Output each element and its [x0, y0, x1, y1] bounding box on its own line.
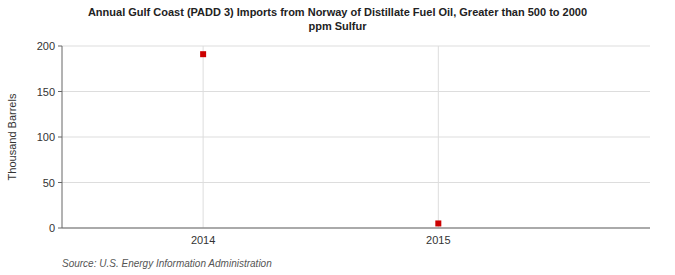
- x-grid-line: [438, 46, 439, 228]
- y-tick: [58, 137, 62, 138]
- y-tick-label: 0: [49, 222, 55, 234]
- y-tick: [58, 228, 62, 229]
- chart-container: Annual Gulf Coast (PADD 3) Imports from …: [0, 0, 675, 275]
- chart: Annual Gulf Coast (PADD 3) Imports from …: [0, 0, 675, 275]
- title-line: ppm Sulfur: [308, 20, 367, 32]
- x-tick-label: 2015: [426, 234, 450, 246]
- source-note: Source: U.S. Energy Information Administ…: [62, 258, 272, 269]
- points: [200, 51, 441, 226]
- y-tick-label: 50: [43, 177, 55, 189]
- point: [435, 220, 441, 226]
- y-grid-line: [62, 46, 650, 47]
- title: Annual Gulf Coast (PADD 3) Imports from …: [88, 6, 587, 32]
- y-tick-label: 150: [37, 86, 55, 98]
- y-grid-line: [62, 228, 650, 229]
- y-grid-line: [62, 137, 650, 138]
- y-grid-line: [62, 91, 650, 92]
- y-axis-label: Thousand Barrels: [6, 93, 18, 180]
- y-tick-label: 200: [37, 40, 55, 52]
- title-line: Annual Gulf Coast (PADD 3) Imports from …: [88, 6, 587, 18]
- grid: [62, 46, 650, 228]
- x-tick-label: 2014: [191, 234, 215, 246]
- y-grid-line: [62, 182, 650, 183]
- y-tick: [58, 182, 62, 183]
- y-tick: [58, 46, 62, 47]
- point: [200, 51, 206, 57]
- x-axis-line: [62, 228, 650, 229]
- y-tick-label: 100: [37, 131, 55, 143]
- y-tick: [58, 91, 62, 92]
- x-grid-line: [203, 46, 204, 228]
